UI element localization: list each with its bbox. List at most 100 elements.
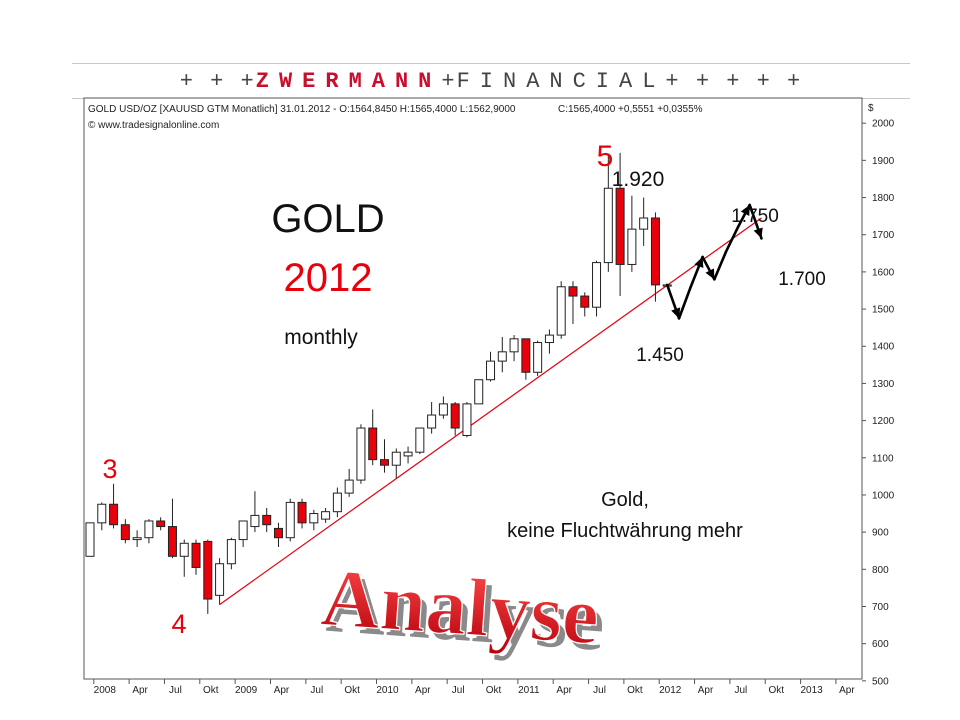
candle bbox=[215, 558, 225, 605]
chart-year: 2012 bbox=[284, 256, 373, 300]
forecast-segment bbox=[677, 285, 693, 320]
banner: + + + ZWERMANN + FINANCIAL + + + + + bbox=[72, 63, 910, 99]
candle bbox=[167, 498, 177, 559]
candle bbox=[297, 498, 307, 529]
candle bbox=[344, 468, 354, 497]
candle bbox=[486, 351, 496, 382]
y-tick-label: 1300 bbox=[872, 379, 895, 390]
chart-header-change: C:1565,4000 +0,5551 +0,0355% bbox=[558, 104, 703, 115]
candle-body bbox=[391, 451, 401, 466]
y-tick-label: 2000 bbox=[872, 119, 895, 130]
candle-body bbox=[309, 513, 319, 524]
forecast-arrowhead bbox=[740, 204, 750, 216]
candle bbox=[191, 539, 201, 575]
candle-body bbox=[438, 403, 448, 416]
candle bbox=[639, 197, 649, 246]
candle bbox=[603, 154, 613, 272]
candle-body bbox=[415, 427, 425, 453]
target-label-1450: 1.450 bbox=[636, 345, 684, 366]
currency-label: $ bbox=[868, 103, 874, 114]
y-tick-label: 500 bbox=[872, 676, 889, 687]
candle-body bbox=[615, 187, 625, 265]
candle bbox=[403, 446, 413, 464]
candle bbox=[273, 522, 283, 548]
candle bbox=[120, 519, 130, 544]
candle-body bbox=[380, 459, 389, 466]
analyse-stamp-shadow: Analyse bbox=[324, 558, 608, 668]
candle bbox=[85, 522, 95, 557]
candle-body bbox=[167, 526, 177, 557]
note-line-2: keine Fluchtwährung mehr bbox=[507, 520, 743, 542]
banner-brand-financial: FINANCIAL bbox=[456, 68, 666, 94]
x-tick-label: Apr bbox=[556, 685, 572, 696]
candle bbox=[650, 212, 660, 302]
support-trendline bbox=[219, 217, 762, 606]
candle bbox=[427, 402, 437, 434]
x-tick-label: Apr bbox=[415, 685, 431, 696]
candle-body bbox=[321, 511, 331, 520]
x-tick-label: Jul bbox=[310, 685, 323, 696]
candle bbox=[615, 152, 625, 297]
x-tick-label: Okt bbox=[203, 685, 219, 696]
candle bbox=[462, 402, 472, 438]
x-tick-label: Apr bbox=[698, 685, 714, 696]
candle-body bbox=[109, 503, 119, 526]
candle-body bbox=[568, 286, 578, 297]
candle bbox=[497, 336, 507, 373]
x-tick-label: Apr bbox=[132, 685, 148, 696]
y-tick-label: 1400 bbox=[872, 342, 895, 353]
candle-body bbox=[368, 427, 378, 461]
candle bbox=[556, 281, 566, 339]
x-tick-label: 2013 bbox=[800, 685, 823, 696]
y-tick-label: 1500 bbox=[872, 305, 895, 316]
chart-title: GOLD bbox=[271, 197, 384, 241]
candle bbox=[332, 487, 342, 518]
banner-brand-zwermann: ZWERMANN bbox=[255, 68, 442, 94]
candle bbox=[391, 448, 401, 479]
candle-body bbox=[250, 514, 260, 528]
candle-body bbox=[179, 542, 189, 557]
y-tick-label: 1200 bbox=[872, 416, 895, 427]
forecast-segment bbox=[713, 250, 728, 281]
candle-body bbox=[580, 295, 590, 308]
candle bbox=[203, 539, 213, 614]
candle bbox=[509, 335, 519, 362]
candle-body bbox=[120, 524, 130, 541]
candle-body bbox=[344, 479, 354, 494]
forecast-arrowhead bbox=[694, 257, 704, 268]
candle bbox=[144, 519, 154, 544]
candle-body bbox=[497, 351, 507, 362]
candle-body bbox=[215, 563, 225, 596]
candle-body bbox=[650, 217, 660, 286]
candle-body bbox=[273, 527, 283, 539]
forecast-arrowhead bbox=[671, 307, 681, 319]
candle-body bbox=[627, 228, 637, 265]
target-label-1700: 1.700 bbox=[778, 269, 826, 290]
candle-body bbox=[427, 414, 437, 429]
candle-body bbox=[144, 520, 154, 539]
candle-body bbox=[556, 286, 566, 336]
candle bbox=[592, 260, 602, 317]
x-tick-label: Jul bbox=[169, 685, 182, 696]
x-tick-label: Okt bbox=[486, 685, 502, 696]
candle bbox=[226, 537, 236, 570]
y-tick-label: 900 bbox=[872, 528, 889, 539]
x-tick-label: Okt bbox=[344, 685, 360, 696]
x-tick-label: 2009 bbox=[235, 685, 258, 696]
candle bbox=[309, 509, 319, 531]
y-tick-label: 1100 bbox=[872, 453, 894, 464]
candle-body bbox=[285, 501, 295, 539]
x-tick-label: Okt bbox=[768, 685, 784, 696]
wave-label-3: 3 bbox=[102, 454, 117, 484]
candle-body bbox=[97, 503, 107, 524]
plot-frame bbox=[83, 97, 863, 680]
target-label-1750: 1.750 bbox=[731, 206, 779, 227]
candle bbox=[238, 520, 248, 548]
candle-body bbox=[474, 379, 484, 405]
candle-body bbox=[226, 539, 236, 565]
candle-body bbox=[486, 360, 496, 381]
banner-separator: + bbox=[441, 68, 457, 94]
y-tick-label: 600 bbox=[872, 639, 889, 650]
candle bbox=[568, 281, 578, 324]
x-tick-label: Jul bbox=[593, 685, 606, 696]
